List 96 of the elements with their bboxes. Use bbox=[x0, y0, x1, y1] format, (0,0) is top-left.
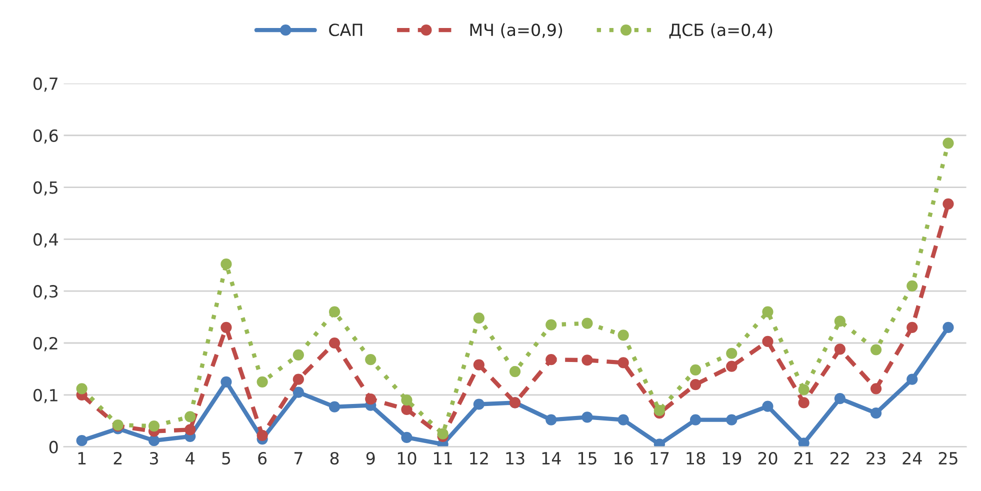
point bbox=[726, 348, 738, 359]
point bbox=[762, 336, 774, 347]
point bbox=[798, 438, 810, 447]
point bbox=[762, 306, 774, 318]
point bbox=[906, 322, 918, 333]
point bbox=[76, 383, 88, 394]
point bbox=[690, 414, 702, 426]
point bbox=[292, 374, 304, 385]
point bbox=[618, 357, 629, 368]
point bbox=[256, 376, 268, 388]
y-tick-label: 0 bbox=[49, 440, 58, 454]
point bbox=[582, 412, 593, 423]
point bbox=[220, 322, 232, 333]
y-tick-label: 0,1 bbox=[34, 388, 58, 404]
x-tick-label: 19 bbox=[722, 452, 742, 465]
point bbox=[798, 384, 810, 396]
x-tick-label: 23 bbox=[866, 452, 886, 465]
point bbox=[256, 430, 268, 441]
point bbox=[365, 354, 376, 366]
point bbox=[906, 280, 918, 292]
point bbox=[148, 435, 160, 446]
x-tick-label: 14 bbox=[542, 452, 561, 464]
x-tick-label: 2 bbox=[114, 452, 122, 464]
point bbox=[401, 432, 412, 444]
point bbox=[942, 198, 954, 210]
point bbox=[690, 364, 702, 376]
point bbox=[582, 318, 593, 329]
point bbox=[437, 428, 448, 440]
point bbox=[292, 349, 304, 360]
y-tick-label: 0,3 bbox=[34, 285, 58, 300]
point bbox=[726, 414, 738, 426]
point bbox=[546, 414, 557, 426]
point bbox=[690, 378, 702, 390]
point bbox=[328, 401, 340, 412]
x-tick-label: 11 bbox=[434, 452, 452, 464]
point bbox=[509, 366, 521, 378]
x-tick-label: 21 bbox=[794, 452, 813, 464]
x-tick-label: 18 bbox=[686, 452, 705, 465]
point bbox=[870, 344, 882, 356]
point bbox=[654, 404, 665, 416]
y-tick-label: 0,7 bbox=[34, 77, 58, 92]
x-tick-label: 7 bbox=[294, 452, 302, 464]
point bbox=[292, 386, 304, 398]
point bbox=[834, 392, 846, 404]
point bbox=[220, 376, 232, 388]
x-tick-label: 15 bbox=[578, 452, 596, 465]
x-tick-label: 25 bbox=[938, 452, 958, 465]
point bbox=[870, 408, 882, 419]
x-tick-label: 10 bbox=[398, 452, 416, 465]
point bbox=[582, 354, 593, 366]
y-tick-label: 0,6 bbox=[34, 129, 58, 144]
x-tick-label: 17 bbox=[650, 452, 669, 464]
point bbox=[942, 138, 954, 149]
point bbox=[870, 383, 882, 394]
point bbox=[618, 330, 629, 341]
x-tick-label: 6 bbox=[258, 452, 267, 465]
point bbox=[473, 312, 484, 324]
x-tick-label: 24 bbox=[902, 452, 922, 464]
legend-label: МЧ (a=0,9) bbox=[470, 23, 562, 38]
point bbox=[546, 354, 557, 366]
point bbox=[798, 397, 810, 408]
x-tick-label: 12 bbox=[470, 452, 488, 464]
x-tick-label: 4 bbox=[186, 452, 194, 464]
point bbox=[546, 319, 557, 330]
point bbox=[834, 316, 846, 327]
point bbox=[401, 394, 412, 406]
y-tick-label: 0,5 bbox=[34, 181, 58, 196]
y-tick-label: 0,2 bbox=[34, 336, 58, 352]
point bbox=[148, 420, 160, 432]
legend-label: ДСБ (a=0,4) bbox=[669, 23, 772, 39]
point bbox=[220, 258, 232, 270]
point bbox=[473, 359, 484, 370]
y-tick-label: 0,4 bbox=[34, 233, 58, 248]
point bbox=[365, 394, 376, 405]
point bbox=[726, 360, 738, 372]
point bbox=[942, 322, 954, 333]
x-tick-label: 8 bbox=[330, 452, 339, 465]
point bbox=[76, 435, 88, 446]
point bbox=[184, 411, 196, 422]
x-tick-label: 5 bbox=[222, 452, 230, 465]
x-tick-label: 16 bbox=[614, 452, 633, 465]
x-tick-label: 3 bbox=[150, 452, 158, 465]
x-tick-label: 13 bbox=[506, 452, 524, 465]
point bbox=[328, 337, 340, 349]
point bbox=[618, 414, 629, 426]
x-tick-label: 20 bbox=[758, 452, 778, 465]
point bbox=[328, 306, 340, 318]
x-tick-label: 1 bbox=[78, 452, 86, 464]
point bbox=[834, 344, 846, 355]
point bbox=[473, 398, 484, 410]
x-tick-label: 9 bbox=[366, 452, 375, 465]
point bbox=[184, 424, 196, 436]
x-tick-label: 22 bbox=[830, 452, 849, 464]
point bbox=[762, 400, 774, 412]
point bbox=[906, 374, 918, 385]
legend-label: САП bbox=[329, 24, 362, 36]
